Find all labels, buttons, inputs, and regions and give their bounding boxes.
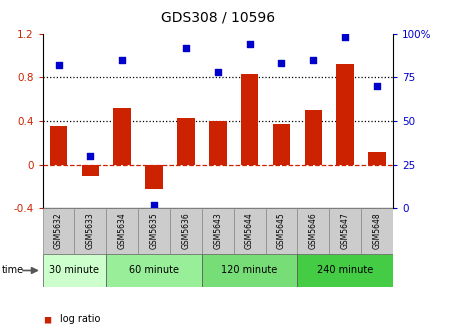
Bar [297, 208, 329, 254]
Bar [329, 208, 361, 254]
Point [150, 202, 158, 208]
Point [55, 62, 62, 68]
Text: GSM5643: GSM5643 [213, 213, 222, 249]
Point [246, 41, 253, 47]
Bar [50, 126, 67, 165]
Text: ◼: ◼ [43, 314, 51, 324]
Text: GDS308 / 10596: GDS308 / 10596 [161, 10, 275, 24]
Point [278, 60, 285, 66]
Text: GSM5635: GSM5635 [150, 213, 158, 249]
Text: GSM5636: GSM5636 [181, 213, 190, 249]
Point [342, 34, 349, 40]
Bar [43, 208, 75, 254]
Bar [177, 118, 195, 165]
Text: log ratio: log ratio [60, 314, 100, 324]
Point [119, 57, 126, 62]
Bar [145, 165, 163, 189]
Bar [138, 208, 170, 254]
Text: GSM5632: GSM5632 [54, 213, 63, 249]
Bar [170, 208, 202, 254]
Point [374, 83, 381, 89]
Text: 120 minute: 120 minute [221, 265, 278, 276]
Bar [106, 208, 138, 254]
Text: GSM5648: GSM5648 [373, 213, 382, 249]
Bar [273, 124, 290, 165]
Bar [202, 254, 297, 287]
Bar [106, 254, 202, 287]
Point [87, 153, 94, 159]
Bar [233, 208, 265, 254]
Bar [241, 74, 258, 165]
Text: GSM5647: GSM5647 [341, 213, 350, 249]
Bar [336, 64, 354, 165]
Text: 240 minute: 240 minute [317, 265, 373, 276]
Text: GSM5634: GSM5634 [118, 213, 127, 249]
Text: GSM5633: GSM5633 [86, 213, 95, 249]
Bar [209, 121, 226, 165]
Bar [75, 208, 106, 254]
Text: GSM5646: GSM5646 [309, 213, 318, 249]
Point [214, 69, 221, 75]
Text: GSM5645: GSM5645 [277, 213, 286, 249]
Text: 60 minute: 60 minute [129, 265, 179, 276]
Bar [202, 208, 233, 254]
Text: time: time [2, 265, 24, 276]
Point [182, 45, 189, 50]
Text: 30 minute: 30 minute [49, 265, 100, 276]
Bar [297, 254, 393, 287]
Point [310, 57, 317, 62]
Bar [114, 108, 131, 165]
Bar [265, 208, 297, 254]
Bar [82, 165, 99, 175]
Bar [368, 152, 386, 165]
Bar [361, 208, 393, 254]
Text: GSM5644: GSM5644 [245, 213, 254, 249]
Bar [43, 254, 106, 287]
Bar [304, 110, 322, 165]
